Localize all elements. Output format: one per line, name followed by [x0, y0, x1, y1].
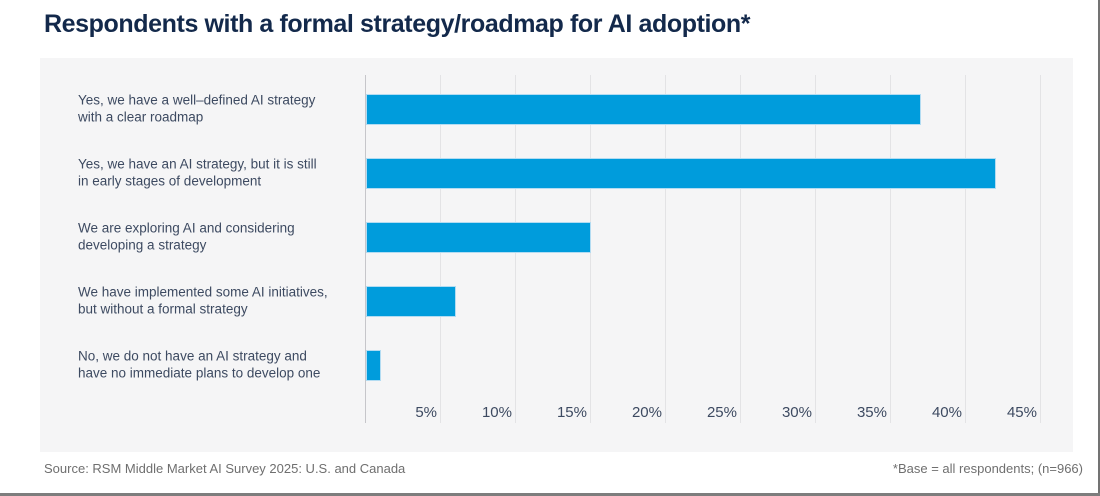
- bar-row: Yes, we have an AI strategy, but it is s…: [40, 156, 1073, 189]
- bar-row: Yes, we have a well–defined AI strategy …: [40, 92, 1073, 125]
- gridline: [740, 75, 741, 423]
- category-label: No, we do not have an AI strategy and ha…: [78, 348, 321, 381]
- x-tick-label: 25%: [706, 404, 737, 421]
- gridline: [665, 75, 666, 423]
- category-label: We are exploring AI and considering deve…: [78, 220, 295, 253]
- x-tick-label: 40%: [931, 404, 962, 421]
- x-tick-label: 20%: [631, 404, 662, 421]
- gridline: [890, 75, 891, 423]
- right-border: [1098, 0, 1100, 496]
- base-footnote: *Base = all respondents; (n=966): [892, 461, 1083, 476]
- y-axis-line: [365, 75, 366, 423]
- category-label: Yes, we have an AI strategy, but it is s…: [78, 156, 317, 189]
- x-tick-label: 10%: [481, 404, 512, 421]
- bar-row: We are exploring AI and considering deve…: [40, 220, 1073, 253]
- bar-row: We have implemented some AI initiatives,…: [40, 284, 1073, 317]
- x-tick-label: 15%: [556, 404, 587, 421]
- bottom-border: [0, 493, 1100, 496]
- gridline: [815, 75, 816, 423]
- source-text: Source: RSM Middle Market AI Survey 2025…: [44, 461, 406, 476]
- x-tick-label: 5%: [415, 404, 437, 421]
- bar: [366, 285, 456, 317]
- category-label: Yes, we have a well–defined AI strategy …: [78, 92, 316, 125]
- x-tick-label: 45%: [1006, 404, 1037, 421]
- gridline: [1040, 75, 1041, 423]
- x-tick-label: 35%: [856, 404, 887, 421]
- bar: [366, 157, 996, 189]
- bar-row: No, we do not have an AI strategy and ha…: [40, 348, 1073, 381]
- gridline: [965, 75, 966, 423]
- bar: [366, 349, 381, 381]
- bar: [366, 93, 921, 125]
- x-tick-label: 30%: [781, 404, 812, 421]
- chart-title: Respondents with a formal strategy/roadm…: [44, 10, 751, 38]
- bar: [366, 221, 591, 253]
- category-label: We have implemented some AI initiatives,…: [78, 284, 328, 317]
- chart-panel: 5% 10% 15% 20% 25% 30% 35% 40% 45% Yes, we have …: [40, 58, 1073, 452]
